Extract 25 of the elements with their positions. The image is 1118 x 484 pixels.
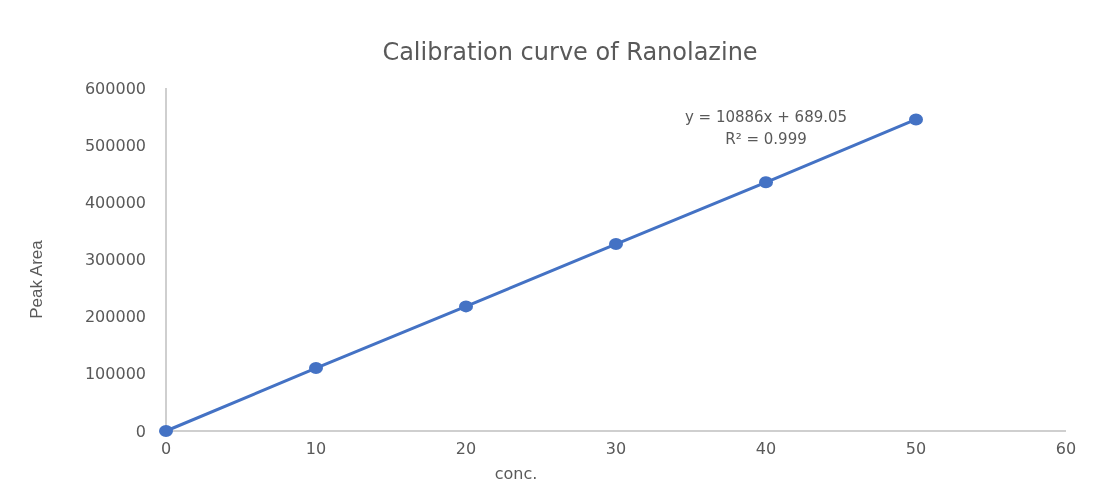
y-tick-label: 0 [135,421,146,441]
point [909,113,923,126]
y-tick-label: 200000 [84,307,146,327]
y-tick-label: 300000 [84,250,146,270]
x-tick-label: 0 [160,439,172,458]
y-tick-label: 500000 [84,135,146,155]
annotation: y = 10886x + 689.05 [684,108,848,126]
y-tick-label: 400000 [84,192,146,212]
x-tick-label: 10 [305,439,327,458]
y-axis-title: Peak Area [27,239,46,319]
point [159,425,173,437]
point [309,362,323,375]
chart-title: Calibration curve of Ranolazine [382,38,758,66]
point [759,176,773,189]
x-tick-label: 20 [455,439,477,458]
y-tick-label: 600000 [84,78,146,98]
x-axis-title: conc. [494,464,538,483]
x-tick-label: 40 [755,439,777,458]
x-tick-label: 60 [1055,439,1077,458]
y-tick-label: 100000 [84,364,146,384]
x-tick-label: 30 [605,439,627,458]
annotation: R² = 0.999 [725,130,807,148]
point [459,300,473,313]
x-tick-label: 50 [905,439,927,458]
point [609,238,623,251]
